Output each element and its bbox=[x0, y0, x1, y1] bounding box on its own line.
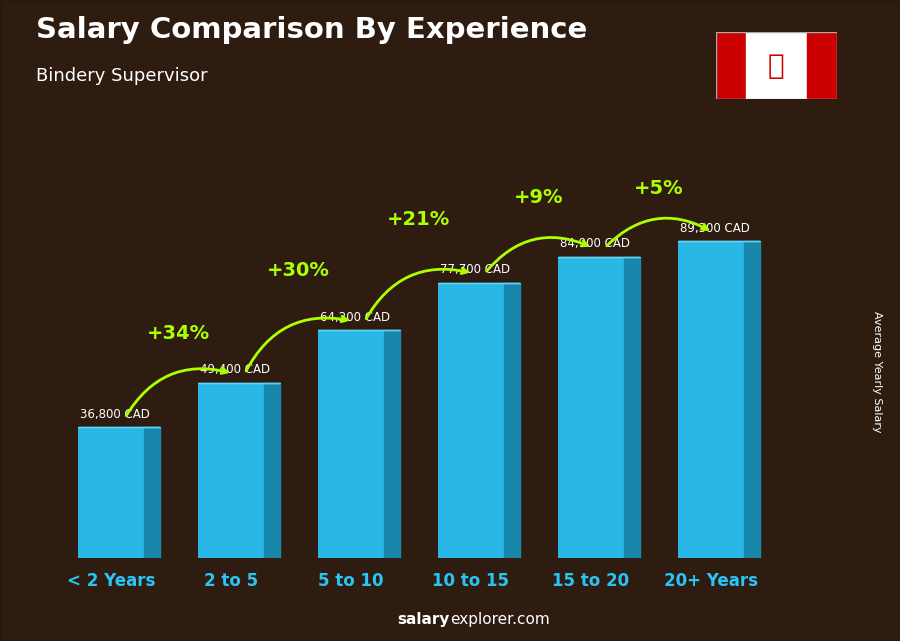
Text: 84,900 CAD: 84,900 CAD bbox=[560, 237, 630, 251]
Text: 36,800 CAD: 36,800 CAD bbox=[80, 408, 150, 420]
Text: +30%: +30% bbox=[267, 261, 330, 280]
Polygon shape bbox=[264, 383, 280, 558]
Text: 64,200 CAD: 64,200 CAD bbox=[320, 311, 391, 324]
Text: 🍁: 🍁 bbox=[768, 52, 785, 79]
Text: 89,300 CAD: 89,300 CAD bbox=[680, 222, 750, 235]
Polygon shape bbox=[384, 330, 400, 558]
Polygon shape bbox=[624, 257, 640, 558]
Polygon shape bbox=[144, 428, 159, 558]
Text: +21%: +21% bbox=[387, 210, 450, 229]
Polygon shape bbox=[504, 283, 519, 558]
Text: Salary Comparison By Experience: Salary Comparison By Experience bbox=[36, 16, 587, 44]
Bar bbox=[438, 283, 504, 558]
Text: salary: salary bbox=[398, 612, 450, 627]
Bar bbox=[806, 32, 837, 99]
Text: +34%: +34% bbox=[148, 324, 211, 343]
Text: 77,700 CAD: 77,700 CAD bbox=[440, 263, 510, 276]
Bar bbox=[198, 383, 264, 558]
Bar bbox=[716, 32, 746, 99]
Polygon shape bbox=[744, 242, 760, 558]
Text: +5%: +5% bbox=[634, 179, 684, 198]
Text: explorer.com: explorer.com bbox=[450, 612, 550, 627]
Bar bbox=[558, 257, 624, 558]
Text: Bindery Supervisor: Bindery Supervisor bbox=[36, 67, 208, 85]
Text: +9%: +9% bbox=[514, 188, 563, 206]
Bar bbox=[746, 32, 806, 99]
Text: Average Yearly Salary: Average Yearly Salary bbox=[872, 311, 883, 433]
Bar bbox=[78, 428, 144, 558]
Text: 49,400 CAD: 49,400 CAD bbox=[200, 363, 270, 376]
Bar bbox=[678, 242, 744, 558]
Bar bbox=[318, 330, 384, 558]
